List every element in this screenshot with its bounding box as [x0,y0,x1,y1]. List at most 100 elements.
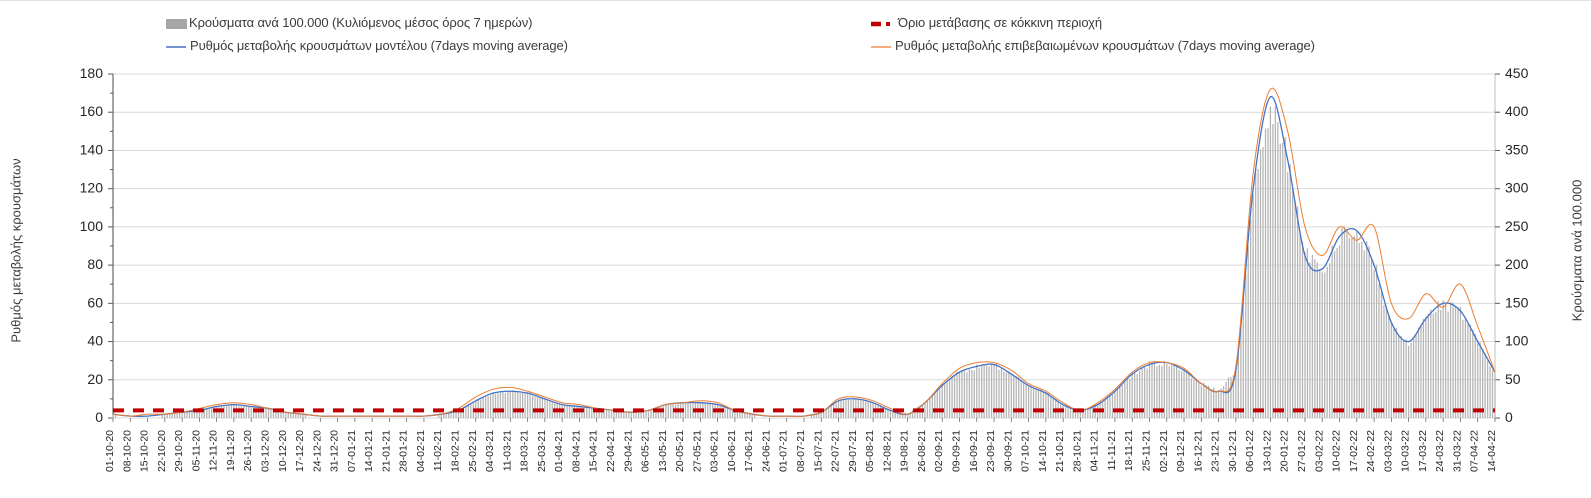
svg-text:14-10-21: 14-10-21 [1037,430,1049,472]
svg-text:04-03-21: 04-03-21 [484,430,496,472]
svg-text:350: 350 [1505,141,1529,157]
svg-text:31-12-20: 31-12-20 [329,430,341,472]
svg-text:04-02-21: 04-02-21 [415,430,427,472]
svg-text:80: 80 [87,256,103,272]
svg-text:23-12-21: 23-12-21 [1210,430,1222,472]
svg-text:05-11-20: 05-11-20 [190,430,202,471]
svg-text:20-05-21: 20-05-21 [674,430,686,472]
svg-text:04-11-21: 04-11-21 [1089,430,1101,471]
svg-text:01-04-21: 01-04-21 [553,430,565,472]
svg-text:17-12-20: 17-12-20 [294,430,306,472]
svg-text:10-03-22: 10-03-22 [1400,430,1412,472]
svg-text:24-03-22: 24-03-22 [1434,430,1446,472]
svg-text:15-07-21: 15-07-21 [812,430,824,472]
svg-text:200: 200 [1505,256,1529,272]
svg-text:08-10-20: 08-10-20 [121,430,133,472]
svg-text:11-11-21: 11-11-21 [1106,430,1118,471]
svg-text:05-08-21: 05-08-21 [864,430,876,472]
svg-text:25-02-21: 25-02-21 [467,430,479,472]
svg-text:12-11-20: 12-11-20 [208,430,220,471]
svg-text:03-03-22: 03-03-22 [1382,430,1394,472]
svg-text:03-06-21: 03-06-21 [709,430,721,472]
svg-text:250: 250 [1505,218,1529,234]
svg-text:07-01-21: 07-01-21 [346,430,358,472]
svg-text:27-05-21: 27-05-21 [691,430,703,472]
svg-text:10-06-21: 10-06-21 [726,430,738,472]
svg-text:07-04-22: 07-04-22 [1469,430,1481,472]
svg-text:100: 100 [80,218,104,234]
svg-text:14-01-21: 14-01-21 [363,430,375,472]
svg-text:29-10-20: 29-10-20 [173,430,185,472]
svg-text:0: 0 [1505,409,1513,425]
svg-text:100: 100 [1505,333,1529,349]
svg-text:22-10-20: 22-10-20 [156,430,168,472]
svg-text:06-05-21: 06-05-21 [640,430,652,472]
svg-text:08-04-21: 08-04-21 [570,430,582,472]
svg-text:21-01-21: 21-01-21 [380,430,392,472]
svg-text:25-11-21: 25-11-21 [1141,430,1153,471]
svg-text:24-12-20: 24-12-20 [311,430,323,472]
svg-text:03-02-22: 03-02-22 [1313,430,1325,472]
svg-text:08-07-21: 08-07-21 [795,430,807,472]
svg-text:22-07-21: 22-07-21 [830,430,842,472]
svg-text:23-09-21: 23-09-21 [985,430,997,472]
svg-text:15-04-21: 15-04-21 [588,430,600,472]
svg-text:30-09-21: 30-09-21 [1002,430,1014,472]
svg-text:120: 120 [80,180,104,196]
svg-text:07-10-21: 07-10-21 [1020,430,1032,472]
svg-text:15-10-20: 15-10-20 [139,430,151,472]
svg-text:10-02-22: 10-02-22 [1331,430,1343,472]
svg-text:17-03-22: 17-03-22 [1417,430,1429,472]
svg-text:26-08-21: 26-08-21 [916,430,928,472]
svg-text:18-03-21: 18-03-21 [519,430,531,472]
svg-text:09-12-21: 09-12-21 [1175,430,1187,472]
svg-text:11-02-21: 11-02-21 [432,430,444,471]
svg-text:21-10-21: 21-10-21 [1054,430,1066,472]
svg-text:31-03-22: 31-03-22 [1451,430,1463,472]
svg-text:160: 160 [80,103,104,119]
svg-text:02-12-21: 02-12-21 [1158,430,1170,472]
svg-text:50: 50 [1505,371,1521,387]
svg-text:01-10-20: 01-10-20 [104,430,116,472]
svg-text:30-12-21: 30-12-21 [1227,430,1239,472]
svg-text:29-04-21: 29-04-21 [622,430,634,472]
svg-text:10-12-20: 10-12-20 [277,430,289,472]
svg-text:400: 400 [1505,103,1529,119]
svg-text:16-12-21: 16-12-21 [1192,430,1204,472]
svg-text:19-11-20: 19-11-20 [225,430,237,471]
svg-text:03-12-20: 03-12-20 [259,430,271,472]
svg-text:24-06-21: 24-06-21 [760,430,772,472]
svg-text:28-01-21: 28-01-21 [398,430,410,472]
svg-text:300: 300 [1505,180,1529,196]
svg-text:11-03-21: 11-03-21 [501,430,513,471]
svg-text:13-05-21: 13-05-21 [657,430,669,472]
svg-text:26-11-20: 26-11-20 [242,430,254,471]
svg-text:25-03-21: 25-03-21 [536,430,548,472]
svg-text:450: 450 [1505,65,1529,81]
svg-text:20-01-22: 20-01-22 [1279,430,1291,472]
svg-text:22-04-21: 22-04-21 [605,430,617,472]
svg-text:40: 40 [87,333,103,349]
svg-text:02-09-21: 02-09-21 [933,430,945,472]
svg-text:12-08-21: 12-08-21 [881,430,893,472]
svg-text:18-11-21: 18-11-21 [1123,430,1135,471]
svg-text:18-02-21: 18-02-21 [450,430,462,472]
svg-text:140: 140 [80,141,104,157]
svg-text:28-10-21: 28-10-21 [1071,430,1083,472]
svg-text:01-07-21: 01-07-21 [778,430,790,472]
svg-text:17-06-21: 17-06-21 [743,430,755,472]
svg-text:24-02-22: 24-02-22 [1365,430,1377,472]
svg-text:150: 150 [1505,294,1529,310]
svg-text:29-07-21: 29-07-21 [847,430,859,472]
svg-text:20: 20 [87,371,103,387]
svg-text:19-08-21: 19-08-21 [899,430,911,472]
svg-text:14-04-22: 14-04-22 [1486,430,1498,472]
svg-text:06-01-22: 06-01-22 [1244,430,1256,472]
svg-text:0: 0 [95,409,103,425]
svg-text:27-01-22: 27-01-22 [1296,430,1308,472]
svg-text:16-09-21: 16-09-21 [968,430,980,472]
svg-text:09-09-21: 09-09-21 [950,430,962,472]
svg-text:13-01-22: 13-01-22 [1261,430,1273,472]
svg-text:60: 60 [87,294,103,310]
svg-text:180: 180 [80,65,104,81]
